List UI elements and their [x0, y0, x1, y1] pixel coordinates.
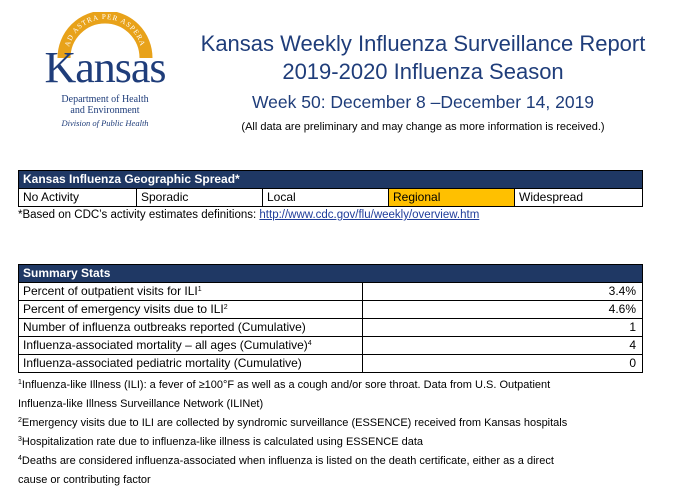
- logo-department: Department of Health and Environment: [61, 94, 149, 116]
- level-widespread: Widespread: [513, 188, 644, 207]
- title-line-2: 2019-2020 Influenza Season: [282, 59, 564, 84]
- stat-value: 0: [362, 354, 643, 373]
- logo-wordmark: Kansas: [44, 43, 166, 92]
- summary-stats-table: Summary Stats Percent of outpatient visi…: [18, 264, 643, 373]
- kdhe-logo: AD ASTRA PER ASPERA Kansas Department of…: [30, 12, 180, 128]
- geo-spread-title: Kansas Influenza Geographic Spread*: [17, 170, 644, 189]
- table-row: Percent of outpatient visits for ILI1 3.…: [18, 282, 643, 301]
- stat-value: 1: [362, 318, 643, 337]
- title-line-1: Kansas Weekly Influenza Surveillance Rep…: [200, 31, 646, 56]
- stat-label: Influenza-associated pediatric mortality…: [18, 354, 363, 373]
- level-no-activity: No Activity: [18, 188, 137, 207]
- footnotes: 1Influenza-like Illness (ILI): a fever o…: [18, 376, 658, 490]
- report-title: Kansas Weekly Influenza Surveillance Rep…: [183, 30, 663, 86]
- stat-value: 4: [362, 336, 643, 355]
- cdc-link[interactable]: http://www.cdc.gov/flu/weekly/overview.h…: [259, 209, 480, 221]
- footnote-1-cont: Influenza-like Illness Surveillance Netw…: [18, 398, 264, 410]
- level-sporadic: Sporadic: [136, 188, 263, 207]
- stat-value: 3.4%: [362, 282, 643, 301]
- footnote-3: 3Hospitalization rate due to influenza-l…: [18, 436, 424, 448]
- table-row: Percent of emergency visits due to ILI2 …: [18, 300, 643, 319]
- logo-division: Division of Public Health: [61, 118, 149, 128]
- stat-label: Percent of outpatient visits for ILI1: [18, 282, 363, 301]
- level-regional: Regional: [388, 188, 515, 207]
- table-row: Influenza-associated pediatric mortality…: [18, 354, 643, 373]
- table-row: Influenza-associated mortality – all age…: [18, 336, 643, 355]
- stat-value: 4.6%: [362, 300, 643, 319]
- footnote-4: 4Deaths are considered influenza-associa…: [18, 455, 554, 467]
- preliminary-note: (All data are preliminary and may change…: [241, 121, 605, 133]
- table-row: Number of influenza outbreaks reported (…: [18, 318, 643, 337]
- stat-label: Influenza-associated mortality – all age…: [18, 336, 363, 355]
- sunflower-arc-icon: AD ASTRA PER ASPERA: [57, 12, 153, 59]
- summary-stats-title: Summary Stats: [18, 264, 643, 283]
- footnote-2: 2Emergency visits due to ILI are collect…: [18, 417, 568, 429]
- stat-label: Number of influenza outbreaks reported (…: [18, 318, 363, 337]
- stat-label: Percent of emergency visits due to ILI2: [18, 300, 363, 319]
- cdc-footnote: *Based on CDC’s activity estimates defin…: [18, 209, 480, 221]
- footnote-1: 1Influenza-like Illness (ILI): a fever o…: [18, 379, 551, 391]
- level-local: Local: [262, 188, 389, 207]
- week-range: Week 50: December 8 –December 14, 2019: [251, 92, 595, 112]
- geographic-spread-table: Kansas Influenza Geographic Spread* No A…: [17, 170, 644, 207]
